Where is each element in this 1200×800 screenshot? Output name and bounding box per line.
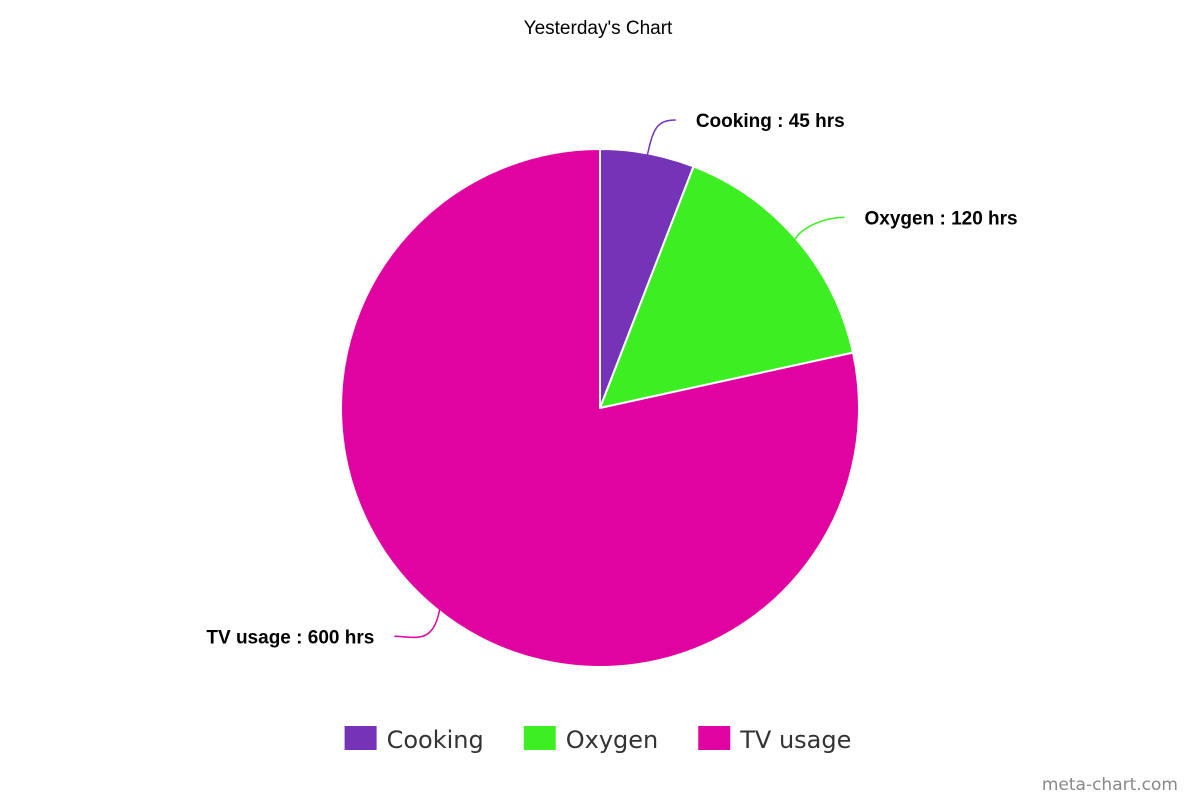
data-label-cooking: Cooking : 45 hrs xyxy=(696,111,845,132)
legend-item-oxygen[interactable]: Oxygen xyxy=(523,726,659,754)
data-label-tv-usage: TV usage : 600 hrs xyxy=(206,627,374,648)
label-connector-cooking xyxy=(646,119,676,158)
legend-swatch-cooking xyxy=(344,726,377,750)
credit-text: meta-chart.com xyxy=(1042,775,1178,795)
legend-label-tv-usage: TV usage xyxy=(739,726,851,754)
pie-slice-tv-usage[interactable] xyxy=(340,148,860,668)
chart-title: Yesterday's Chart xyxy=(524,18,673,39)
legend: Cooking Oxygen TV usage xyxy=(344,726,851,754)
legend-item-cooking[interactable]: Cooking xyxy=(344,726,484,754)
legend-label-oxygen: Oxygen xyxy=(566,726,659,754)
legend-swatch-tv-usage xyxy=(698,726,731,750)
legend-swatch-oxygen xyxy=(523,726,556,750)
legend-item-tv-usage[interactable]: TV usage xyxy=(698,726,851,754)
label-connector-oxygen xyxy=(792,216,845,243)
label-connectors xyxy=(394,119,845,639)
data-label-oxygen: Oxygen : 120 hrs xyxy=(865,208,1018,229)
pie-slice-oxygen[interactable] xyxy=(599,165,855,409)
label-connector-tv-usage xyxy=(394,606,441,639)
data-labels: Cooking : 45 hrs Oxygen : 120 hrs TV usage… xyxy=(206,111,1017,648)
legend-label-cooking: Cooking xyxy=(387,726,484,754)
pie-slices xyxy=(340,148,860,668)
